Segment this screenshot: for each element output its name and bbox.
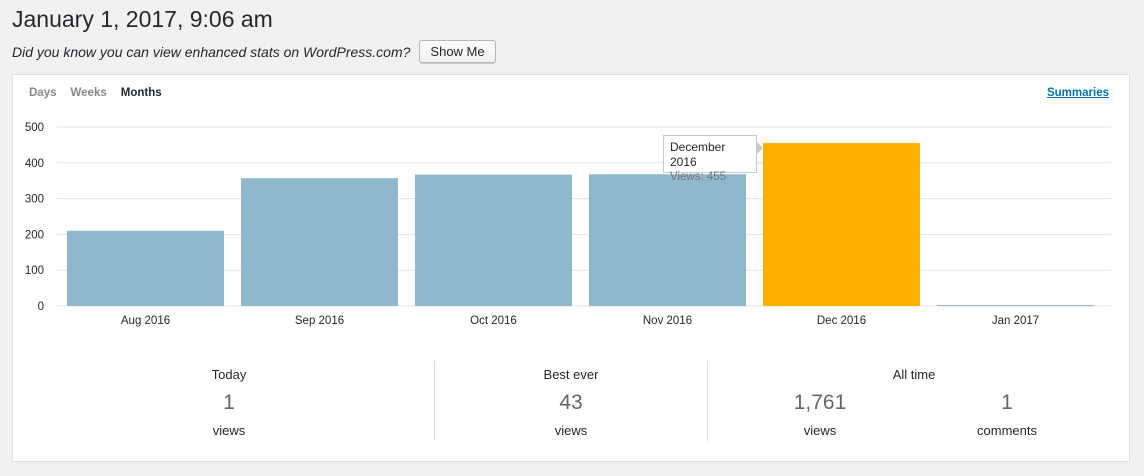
x-tick-label: Sep 2016 (295, 315, 344, 327)
stat-divider (434, 361, 435, 441)
period-tabs: Days Weeks Months (29, 87, 162, 99)
chart-bar[interactable] (589, 174, 746, 306)
stat-all-time-comments-unit: comments (977, 423, 1037, 438)
notice-text: Did you know you can view enhanced stats… (12, 43, 411, 60)
stats-panel: Days Weeks Months Summaries 0 100 200 300 40… (12, 74, 1130, 462)
stat-all-time: All time 1,761 views 1 comments (711, 361, 1117, 441)
chart-bar[interactable] (241, 178, 398, 306)
x-tick-label: Jan 2017 (992, 315, 1039, 327)
x-tick-label: Aug 2016 (121, 315, 170, 327)
chart-bar[interactable] (763, 143, 920, 306)
y-tick-label: 400 (25, 158, 44, 170)
y-tick-label: 200 (25, 229, 44, 241)
chart-bar[interactable] (415, 174, 572, 306)
stat-today-value: 1 (223, 391, 235, 414)
stat-all-time-label: All time (892, 367, 936, 382)
show-me-button[interactable]: Show Me (419, 40, 496, 63)
stat-today-label: Today (211, 367, 247, 382)
y-tick-label: 100 (25, 265, 44, 277)
chart-bar[interactable] (67, 230, 224, 306)
stat-best-ever: Best ever 43 views (437, 361, 705, 441)
chart-tooltip: December 2016 Views: 455 (663, 135, 763, 183)
chart-bar[interactable] (937, 305, 1094, 306)
stat-all-time-views-unit: views (803, 423, 837, 438)
y-tick-label: 0 (38, 301, 44, 313)
stat-divider (707, 361, 708, 441)
stat-best-unit: views (554, 423, 588, 438)
stat-all-time-comments-value: 1 (1001, 391, 1013, 414)
stats-summary: Today 1 views Best ever 43 views All tim… (13, 361, 1129, 441)
stat-all-time-comments: 1 comments (897, 361, 1117, 441)
stat-best-label: Best ever (543, 367, 599, 382)
tooltip-value: Views: 455 (670, 171, 727, 183)
x-tick-label: Dec 2016 (817, 315, 866, 327)
summaries-link[interactable]: Summaries (1046, 87, 1109, 99)
x-tick-label: Nov 2016 (643, 315, 692, 327)
x-tick-label: Oct 2016 (470, 315, 517, 327)
views-bar-chart: 0 100 200 300 400 500 Aug 2016 Sep 2016 Oct 2016… (25, 122, 1111, 327)
tab-weeks[interactable]: Weeks (70, 87, 107, 99)
stat-all-time-views-value: 1,761 (793, 391, 847, 414)
stat-today-unit: views (212, 423, 246, 438)
page-title: January 1, 2017, 9:06 am (12, 6, 273, 32)
y-tick-label: 500 (25, 122, 44, 134)
tooltip-title: December 2016 (670, 140, 726, 169)
tab-months[interactable]: Months (120, 87, 162, 99)
stat-all-time-views: 1,761 views (711, 361, 929, 441)
enhanced-stats-notice: Did you know you can view enhanced stats… (12, 40, 496, 63)
stat-best-value: 43 (559, 391, 583, 414)
stat-today: Today 1 views (27, 361, 431, 441)
tab-days[interactable]: Days (29, 87, 57, 99)
y-tick-label: 300 (25, 194, 44, 206)
